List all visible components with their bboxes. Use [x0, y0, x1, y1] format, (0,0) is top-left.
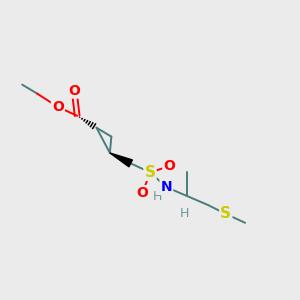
Text: N: N — [160, 180, 172, 194]
Text: S: S — [145, 165, 155, 180]
Text: O: O — [136, 186, 148, 200]
Text: O: O — [68, 84, 80, 98]
Polygon shape — [110, 153, 132, 167]
Text: H: H — [153, 190, 162, 202]
Text: S: S — [220, 206, 231, 221]
Text: O: O — [164, 159, 175, 173]
Text: O: O — [52, 100, 64, 114]
Text: H: H — [179, 207, 189, 220]
